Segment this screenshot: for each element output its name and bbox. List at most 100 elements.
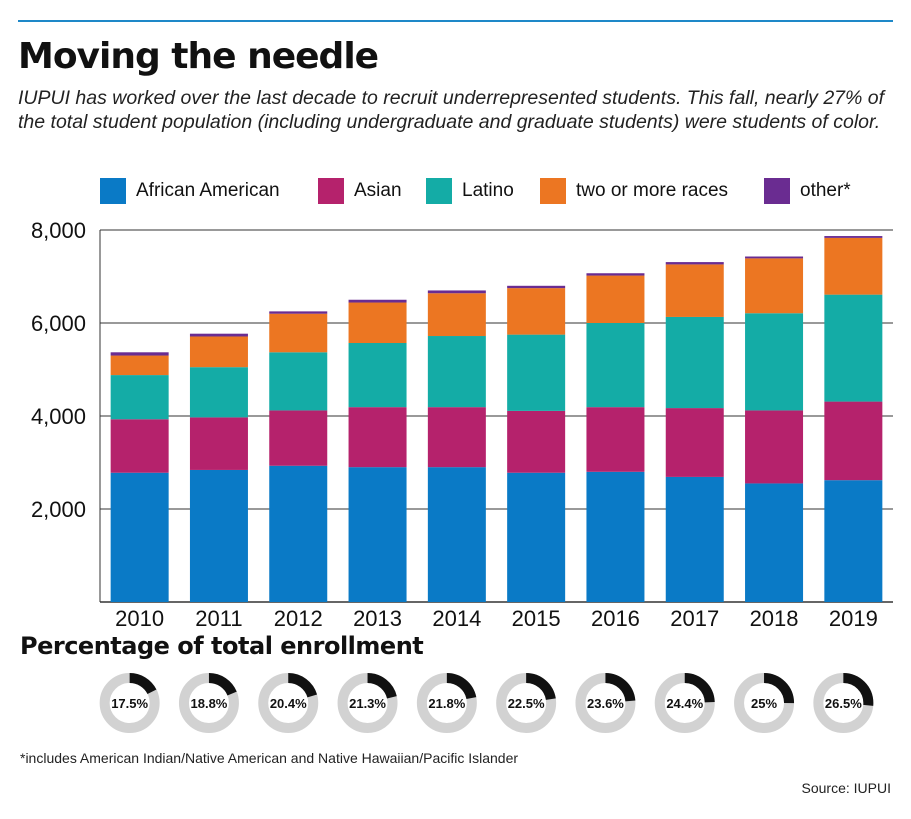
footnote: *includes American Indian/Native America… <box>20 750 519 766</box>
bar-segment-latino <box>110 375 169 420</box>
y-tick-label: 8,000 <box>31 218 86 243</box>
bar-segment-african-american <box>665 476 724 602</box>
bar-segment-asian <box>348 407 407 468</box>
x-tick-label: 2015 <box>512 606 561 631</box>
bar-segment-other <box>348 299 407 303</box>
bar-segment-african-american <box>348 467 407 602</box>
bar-segment-two-or-more-races <box>348 302 407 343</box>
legend-label: other* <box>800 180 851 201</box>
bar-segment-asian <box>507 410 566 473</box>
bar-segment-african-american <box>507 472 566 602</box>
chart-subtitle: IUPUI has worked over the last decade to… <box>18 87 885 133</box>
bar-segment-african-american <box>427 467 486 602</box>
bar-segment-other <box>507 285 566 289</box>
bar-segment-asian <box>824 401 883 481</box>
x-tick-label: 2011 <box>195 606 242 631</box>
bar-segment-two-or-more-races <box>110 355 169 376</box>
x-tick-label: 2018 <box>750 606 799 631</box>
donut-section-title: Percentage of total enrollment <box>20 632 424 660</box>
y-tick-label: 2,000 <box>31 497 86 522</box>
bar-segment-two-or-more-races <box>586 275 645 323</box>
donut-fill <box>734 673 795 733</box>
x-tick-label: 2016 <box>591 606 640 631</box>
bar-segment-african-american <box>189 469 248 602</box>
bar-segment-two-or-more-races <box>269 313 328 353</box>
bar-segment-other <box>586 273 645 276</box>
legend-swatch <box>764 178 790 204</box>
bar-segment-african-american <box>110 472 169 602</box>
bar-segment-asian <box>745 410 804 484</box>
donut-fill <box>813 673 874 733</box>
bar-segment-other <box>665 262 724 265</box>
x-tick-label: 2013 <box>353 606 402 631</box>
legend-swatch <box>318 178 344 204</box>
bar-segment-latino <box>745 313 804 411</box>
legend-label: two or more races <box>576 180 729 201</box>
bar-segment-two-or-more-races <box>189 336 248 368</box>
bar-segment-latino <box>348 342 407 408</box>
bar-segment-other <box>110 352 169 356</box>
donut-label: 21.3% <box>349 696 386 711</box>
bar-segment-asian <box>110 419 169 473</box>
legend-item-other: other* <box>764 176 851 206</box>
donut-fill <box>416 673 477 733</box>
source-credit: Source: IUPUI <box>801 780 891 796</box>
donut-fill <box>99 673 160 733</box>
bar-segment-asian <box>665 408 724 477</box>
donut-fill <box>258 673 319 733</box>
top-rule <box>18 20 893 22</box>
donut-label: 17.5% <box>111 696 148 711</box>
donut-fill <box>575 673 636 733</box>
legend: African American Asian Latino two or mor… <box>100 176 900 206</box>
legend-swatch <box>426 178 452 204</box>
bar-segment-latino <box>269 352 328 411</box>
bar-segment-latino <box>665 316 724 409</box>
bar-segment-other <box>824 236 883 238</box>
legend-label: Asian <box>354 180 402 201</box>
bar-segment-asian <box>189 417 248 470</box>
donut-label: 26.5% <box>825 696 862 711</box>
x-tick-label: 2014 <box>432 606 481 631</box>
donut-fill <box>337 673 398 733</box>
donut-fill <box>496 673 557 733</box>
bar-segment-two-or-more-races <box>824 237 883 295</box>
donut-label: 22.5% <box>508 696 545 711</box>
donut-label: 25% <box>751 696 777 711</box>
donut-label: 18.8% <box>191 696 228 711</box>
x-tick-label: 2017 <box>670 606 719 631</box>
bar-segment-african-american <box>745 483 804 602</box>
bar-segment-asian <box>269 410 328 466</box>
chart-title: Moving the needle <box>18 36 379 77</box>
bar-segment-latino <box>507 334 566 411</box>
y-tick-label: 4,000 <box>31 404 86 429</box>
bar-segment-african-american <box>824 480 883 602</box>
bar-segment-other <box>427 290 486 294</box>
bar-segment-latino <box>824 294 883 402</box>
donut-fill <box>178 673 239 733</box>
x-tick-label: 2019 <box>829 606 878 631</box>
bar-segment-latino <box>189 367 248 418</box>
donut-label: 24.4% <box>666 696 703 711</box>
legend-item-asian: Asian <box>318 176 402 206</box>
bar-segment-latino <box>586 323 645 408</box>
legend-swatch <box>100 178 126 204</box>
legend-label: African American <box>136 180 280 201</box>
donut-label: 20.4% <box>270 696 307 711</box>
bar-segment-latino <box>427 336 486 408</box>
legend-item-latino: Latino <box>426 176 514 206</box>
bar-segment-two-or-more-races <box>427 293 486 337</box>
bar-segment-asian <box>427 407 486 468</box>
legend-item-african-american: African American <box>100 176 280 206</box>
bar-segment-two-or-more-races <box>507 288 566 335</box>
y-tick-label: 6,000 <box>31 311 86 336</box>
legend-swatch <box>540 178 566 204</box>
donut-fill <box>654 673 715 733</box>
legend-item-two-or-more-races: two or more races <box>540 176 728 206</box>
bar-segment-african-american <box>586 471 645 602</box>
donut-label: 23.6% <box>587 696 624 711</box>
bar-segment-african-american <box>269 465 328 602</box>
legend-label: Latino <box>462 180 514 201</box>
bar-segment-asian <box>586 407 645 472</box>
bar-segment-other <box>269 311 328 314</box>
